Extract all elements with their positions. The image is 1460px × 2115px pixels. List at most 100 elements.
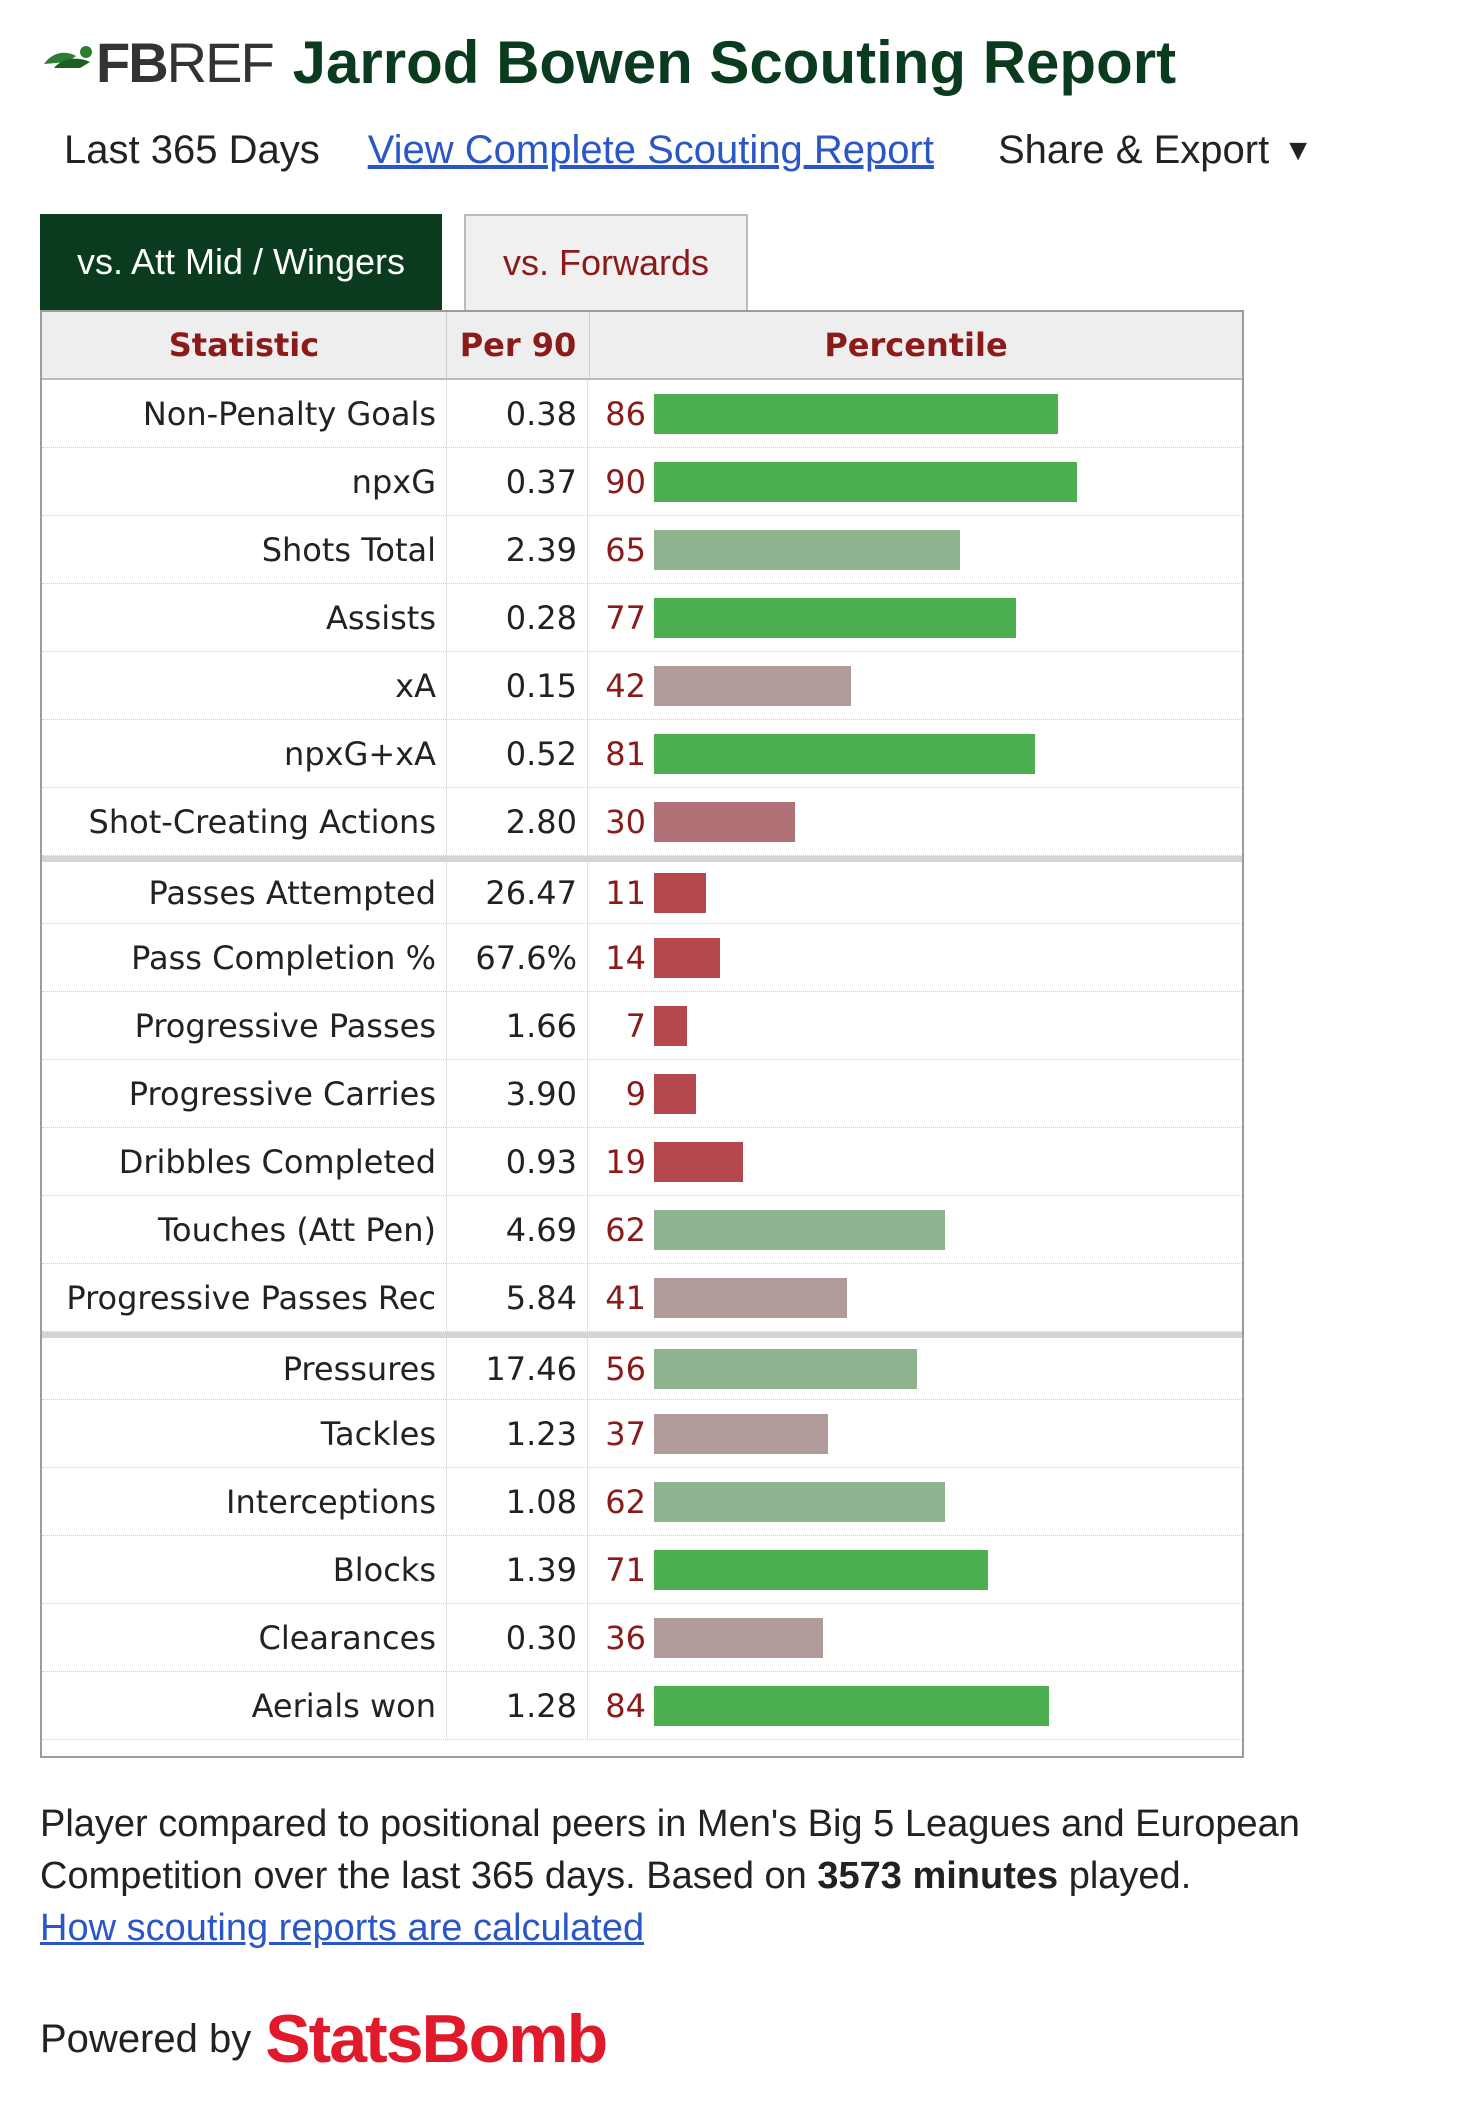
- percentile-bar: [654, 937, 720, 978]
- percentile-value: 56: [605, 1349, 646, 1388]
- per90-value: 17.46: [446, 1338, 588, 1399]
- percentile-value: 65: [605, 530, 646, 569]
- footer-text-b: played.: [1058, 1855, 1192, 1897]
- per90-value: 3.90: [446, 1060, 588, 1127]
- logo-ref-text: REF: [166, 30, 275, 94]
- percentile-bar: [654, 1481, 945, 1522]
- percentile-value: 77: [605, 598, 646, 637]
- percentile-bar: [654, 393, 1058, 434]
- percentile-value: 41: [605, 1278, 646, 1317]
- percentile-bar-track: [654, 1400, 1242, 1467]
- comparison-tabs: vs. Att Mid / Wingers vs. Forwards: [40, 214, 748, 310]
- stat-name: npxG: [351, 462, 436, 501]
- per90-value: 0.52: [446, 720, 588, 787]
- percentile-value: 19: [605, 1142, 646, 1181]
- percentile-value: 30: [605, 802, 646, 841]
- period-label: Last 365 Days: [64, 128, 320, 172]
- percentile-bar-track: [654, 992, 1242, 1059]
- per90-value: 0.15: [446, 652, 588, 719]
- percentile-bar-track: [654, 1196, 1242, 1263]
- share-export-label: Share & Export: [997, 128, 1270, 172]
- tab-att-mid-wingers[interactable]: vs. Att Mid / Wingers: [40, 214, 442, 310]
- stat-name: Assists: [325, 598, 436, 637]
- per90-value: 0.38: [446, 380, 588, 447]
- page-title: Jarrod Bowen Scouting Report: [292, 28, 1177, 96]
- table-row: Pressures 17.46 56: [42, 1332, 1242, 1400]
- per90-value: 1.28: [446, 1672, 588, 1739]
- statsbomb-logo[interactable]: StatsBomb: [265, 2001, 608, 2077]
- percentile-bar-track: [654, 924, 1242, 991]
- percentile-bar-track: [654, 1468, 1242, 1535]
- per90-value: 0.37: [446, 448, 588, 515]
- percentile-bar-track: [654, 1128, 1242, 1195]
- minutes-played: 3573 minutes: [817, 1855, 1059, 1897]
- stat-name: Pass Completion %: [131, 938, 436, 977]
- percentile-bar: [654, 461, 1077, 502]
- percentile-bar: [654, 1141, 743, 1182]
- stat-name: Touches (Att Pen): [157, 1210, 436, 1249]
- view-complete-report-link[interactable]: View Complete Scouting Report: [367, 128, 934, 172]
- percentile-value: 71: [605, 1550, 646, 1589]
- stat-name: Shots Total: [261, 530, 436, 569]
- percentile-value: 81: [605, 734, 646, 773]
- stat-name: xA: [395, 666, 436, 705]
- footer-text-a: Player compared to positional peers in M…: [40, 1803, 1300, 1897]
- header-statistic[interactable]: Statistic: [168, 326, 320, 364]
- sub-nav: Last 365 Days View Complete Scouting Rep…: [64, 128, 1313, 173]
- table-row: xA 0.15 42: [42, 652, 1242, 720]
- tab-forwards[interactable]: vs. Forwards: [464, 214, 748, 310]
- share-export-menu[interactable]: Share & Export ▼: [998, 128, 1313, 173]
- percentile-bar: [654, 1209, 945, 1250]
- percentile-bar: [654, 665, 851, 706]
- per90-value: 67.6%: [446, 924, 588, 991]
- percentile-bar: [654, 872, 706, 913]
- per90-value: 0.93: [446, 1128, 588, 1195]
- table-row: Non-Penalty Goals 0.38 86: [42, 380, 1242, 448]
- table-row: npxG+xA 0.52 81: [42, 720, 1242, 788]
- percentile-bar: [654, 1005, 687, 1046]
- powered-by: Powered by StatsBomb: [40, 2000, 608, 2078]
- header-per90[interactable]: Per 90: [446, 312, 590, 378]
- caret-down-icon: ▼: [1283, 133, 1313, 167]
- percentile-bar: [654, 1277, 847, 1318]
- scouting-table: Statistic Per 90 Percentile Non-Penalty …: [40, 310, 1244, 1758]
- percentile-bar-track: [654, 1604, 1242, 1671]
- percentile-bar: [654, 1549, 988, 1590]
- table-header: Statistic Per 90 Percentile: [42, 312, 1242, 380]
- per90-value: 4.69: [446, 1196, 588, 1263]
- per90-value: 26.47: [446, 862, 588, 923]
- fbref-logo[interactable]: FBREF: [40, 30, 275, 95]
- percentile-value: 84: [605, 1686, 646, 1725]
- percentile-bar-track: [654, 1536, 1242, 1603]
- footer-note: Player compared to positional peers in M…: [40, 1798, 1440, 1954]
- table-row: Tackles 1.23 37: [42, 1400, 1242, 1468]
- table-row: Assists 0.28 77: [42, 584, 1242, 652]
- table-row: Shot-Creating Actions 2.80 30: [42, 788, 1242, 856]
- stat-name: Tackles: [320, 1414, 436, 1453]
- percentile-bar-track: [654, 380, 1242, 447]
- table-row: Progressive Passes 1.66 7: [42, 992, 1242, 1060]
- table-row: Aerials won 1.28 84: [42, 1672, 1242, 1740]
- stat-name: Progressive Passes: [134, 1006, 436, 1045]
- stat-name: Progressive Passes Rec: [66, 1278, 436, 1317]
- header-percentile[interactable]: Percentile: [824, 326, 1008, 364]
- how-calculated-link[interactable]: How scouting reports are calculated: [40, 1907, 645, 1949]
- percentile-value: 11: [605, 873, 646, 912]
- percentile-value: 90: [605, 462, 646, 501]
- stat-name: Clearances: [258, 1618, 436, 1657]
- table-body: Non-Penalty Goals 0.38 86 npxG 0.37 90 Shots T…: [42, 380, 1242, 1740]
- percentile-bar: [654, 733, 1035, 774]
- percentile-bar-track: [654, 516, 1242, 583]
- header: FBREF Jarrod Bowen Scouting Report: [40, 22, 1176, 102]
- stat-name: Dribbles Completed: [118, 1142, 436, 1181]
- stat-name: Progressive Carries: [128, 1074, 436, 1113]
- percentile-value: 7: [625, 1006, 646, 1045]
- percentile-value: 62: [605, 1482, 646, 1521]
- percentile-bar-track: [654, 720, 1242, 787]
- stat-name: Interceptions: [226, 1482, 436, 1521]
- table-row: Clearances 0.30 36: [42, 1604, 1242, 1672]
- percentile-bar: [654, 1685, 1049, 1726]
- percentile-value: 9: [625, 1074, 646, 1113]
- table-row: Passes Attempted 26.47 11: [42, 856, 1242, 924]
- per90-value: 1.66: [446, 992, 588, 1059]
